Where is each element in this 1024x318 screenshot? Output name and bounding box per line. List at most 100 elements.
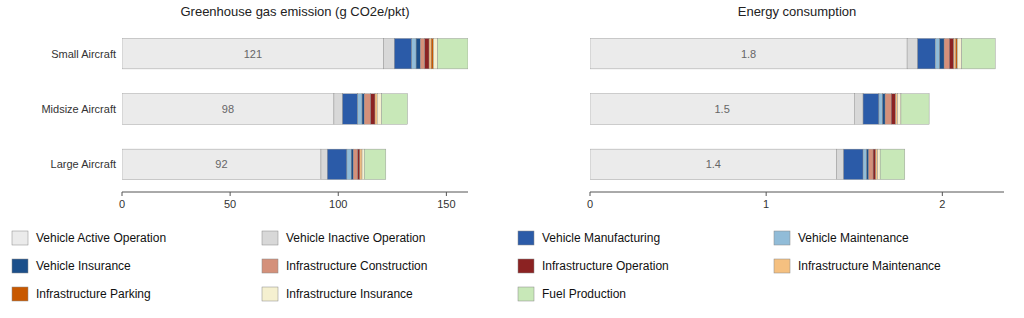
bar-segment: Vehicle Inactive Operation [334, 94, 343, 124]
bar-segment: Fuel Production [962, 38, 995, 68]
bar-segment: Vehicle Insurance [882, 94, 885, 124]
bar-segment: Vehicle Inactive Operation [384, 38, 395, 68]
bar-segment: Infrastructure Operation [358, 149, 360, 179]
bar-segment: Vehicle Insurance [940, 38, 944, 68]
data-label: 121 [244, 48, 262, 60]
x-axis-line [122, 192, 468, 193]
legend-label: Vehicle Insurance [36, 259, 131, 273]
bar-segment: Infrastructure Insurance [362, 149, 364, 179]
legend-label: Infrastructure Parking [36, 287, 151, 301]
data-label: 1.8 [741, 48, 756, 60]
bar-segment: Vehicle Insurance [867, 149, 869, 179]
bar-segment: Infrastructure Maintenance [896, 94, 898, 124]
x-tick-label: 2 [939, 198, 945, 210]
bar-segment: Vehicle Active Operation [590, 38, 907, 68]
x-tick-label: 0 [119, 198, 125, 210]
chart-title: Energy consumption [738, 4, 857, 19]
bar-segment: Fuel Production [382, 94, 408, 124]
bar-segment: Infrastructure Operation [873, 149, 876, 179]
bar-segment: Vehicle Insurance [351, 149, 353, 179]
bar-segment: Vehicle Maintenance [879, 94, 883, 124]
x-tick [766, 192, 767, 196]
bar-segment: Infrastructure Maintenance [429, 38, 431, 68]
data-label: 1.4 [706, 158, 721, 170]
bar-segment: Infrastructure Construction [420, 38, 424, 68]
bar-segment: Infrastructure Operation [891, 94, 895, 124]
bars: Vehicle Active Operation Vehicle Active O… [590, 38, 995, 179]
x-tick-label: 50 [224, 198, 236, 210]
legend-label: Infrastructure Maintenance [798, 259, 941, 273]
data-label: 98 [222, 103, 234, 115]
bar-segment: Vehicle Manufacturing [327, 149, 346, 179]
bar-segment: Vehicle Insurance [416, 38, 420, 68]
bar-segment: Vehicle Maintenance [863, 149, 867, 179]
bar-segment: Infrastructure Construction [353, 149, 357, 179]
bar-segment: Vehicle Manufacturing [394, 38, 411, 68]
bar-segment: Vehicle Manufacturing [343, 94, 358, 124]
bar-segment: Infrastructure Insurance [433, 38, 437, 68]
bar-segment: Vehicle Insurance [362, 94, 364, 124]
bar-segment: Infrastructure Construction [885, 94, 891, 124]
bar-segment: Infrastructure Maintenance [954, 38, 956, 68]
bar-segment: Fuel Production [438, 38, 468, 68]
chart-root: Greenhouse gas emission (g CO2e/pkt) Vehi… [0, 0, 1024, 318]
legend-swatch [12, 231, 28, 245]
y-tick-label: Midsize Aircraft [41, 103, 116, 115]
x-tick-label: 0 [587, 198, 593, 210]
bar-segment: Vehicle Manufacturing [844, 149, 863, 179]
bar-segment: Infrastructure Operation [371, 94, 375, 124]
x-tick [230, 192, 231, 196]
bar-segment: Infrastructure Operation [425, 38, 429, 68]
bar-segment: Infrastructure Maintenance [360, 149, 362, 179]
legend-label: Infrastructure Operation [542, 259, 669, 273]
legend-swatch [518, 259, 534, 273]
bar-segment: Infrastructure Insurance [957, 38, 961, 68]
legend-label: Infrastructure Insurance [286, 287, 413, 301]
data-label: 92 [215, 158, 227, 170]
legend-swatch [518, 287, 534, 301]
chart: Energy consumption Vehicle Active Operati… [587, 4, 1004, 210]
bar-segment: Vehicle Active Operation [122, 38, 384, 68]
bar-segment: Infrastructure Parking [431, 38, 433, 68]
y-tick-label: Large Aircraft [51, 158, 116, 170]
bar-segment: Vehicle Maintenance [358, 94, 362, 124]
legend-label: Vehicle Maintenance [798, 231, 909, 245]
chart-title: Greenhouse gas emission (g CO2e/pkt) [180, 4, 409, 19]
bar-segment: Vehicle Inactive Operation [907, 38, 918, 68]
legend-label: Vehicle Inactive Operation [286, 231, 425, 245]
bar-segment: Vehicle Active Operation [590, 149, 837, 179]
bar-segment: Vehicle Active Operation [122, 94, 334, 124]
legend-swatch [262, 287, 278, 301]
bar-segment: Fuel Production [880, 149, 905, 179]
x-tick [122, 192, 123, 196]
bar-segment: Fuel Production [364, 149, 386, 179]
x-tick [446, 192, 447, 196]
bar-segment: Infrastructure Insurance [897, 94, 901, 124]
legend-swatch [12, 287, 28, 301]
bar-segment: Vehicle Manufacturing [863, 94, 879, 124]
bar-segment: Vehicle Active Operation [590, 94, 854, 124]
bar-segment: Infrastructure Construction [944, 38, 949, 68]
bar-segment: Vehicle Maintenance [412, 38, 416, 68]
bar-segment: Vehicle Inactive Operation [321, 149, 327, 179]
bar-segment: Infrastructure Operation [949, 38, 953, 68]
bar-segment: Vehicle Active Operation [122, 149, 321, 179]
x-tick-label: 1 [763, 198, 769, 210]
legend-swatch [518, 231, 534, 245]
legend-swatch [262, 231, 278, 245]
chart: Greenhouse gas emission (g CO2e/pkt) Vehi… [41, 4, 468, 210]
bar-segment: Infrastructure Insurance [878, 149, 881, 179]
x-tick [590, 192, 591, 196]
bar-segment: Vehicle Inactive Operation [854, 94, 863, 124]
bar-segment: Infrastructure Maintenance [876, 149, 878, 179]
bar-segment: Vehicle Maintenance [347, 149, 351, 179]
x-tick [338, 192, 339, 196]
legend-label: Infrastructure Construction [286, 259, 427, 273]
page: {"chart_data": [ {"type": "bar", "orient… [0, 0, 1024, 318]
data-label: 1.5 [714, 103, 729, 115]
x-tick-label: 150 [437, 198, 455, 210]
legend-label: Fuel Production [542, 287, 626, 301]
legend: Vehicle Active OperationVehicle Inactive… [12, 231, 941, 301]
legend-swatch [774, 231, 790, 245]
y-tick-label: Small Aircraft [51, 48, 116, 60]
